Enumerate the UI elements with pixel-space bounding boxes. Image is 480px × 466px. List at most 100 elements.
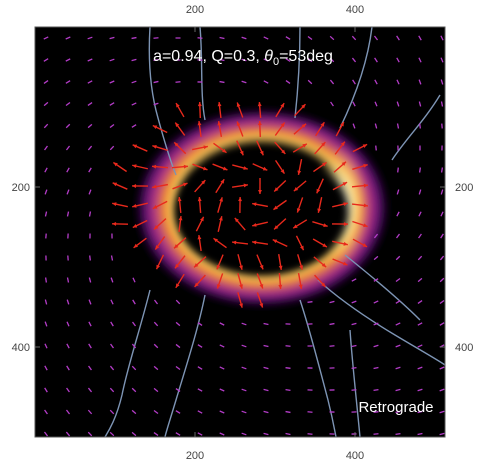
polarization-tick bbox=[109, 80, 115, 84]
polarization-tick bbox=[395, 432, 401, 436]
polarization-tick bbox=[88, 321, 92, 327]
polarization-tick bbox=[175, 81, 181, 83]
polarization-tick bbox=[241, 366, 247, 370]
polarization-tick bbox=[417, 277, 423, 283]
polarization-tick bbox=[285, 345, 291, 347]
polarization-arrow bbox=[177, 196, 182, 214]
polarization-tick bbox=[153, 80, 159, 84]
polarization-arrow bbox=[132, 219, 148, 229]
polarization-tick bbox=[65, 58, 71, 62]
polarization-arrow bbox=[275, 102, 285, 118]
polarization-tick bbox=[285, 388, 291, 392]
polarization-tick bbox=[241, 36, 247, 40]
polarization-tick bbox=[395, 344, 401, 348]
polarization-arrow bbox=[237, 292, 243, 308]
polarization-arrow bbox=[252, 202, 268, 208]
polarization-tick bbox=[329, 322, 335, 326]
polarization-tick bbox=[44, 167, 48, 173]
polarization-tick bbox=[440, 211, 444, 217]
polarization-arrow bbox=[297, 273, 303, 289]
polarization-tick bbox=[352, 123, 356, 129]
polarization-arrow bbox=[212, 163, 228, 171]
polarization-tick bbox=[197, 410, 203, 414]
polarization-tick bbox=[263, 388, 269, 392]
polarization-tick bbox=[131, 321, 137, 327]
polarization-tick bbox=[263, 58, 269, 62]
polarization-tick bbox=[418, 233, 422, 239]
polarization-arrow bbox=[153, 218, 167, 230]
y-tick-left-200: 200 bbox=[12, 182, 30, 194]
x-tick-bottom-400: 400 bbox=[346, 450, 364, 462]
polarization-arrow bbox=[216, 254, 224, 270]
polarization-tick bbox=[397, 167, 399, 173]
polarization-arrow bbox=[194, 179, 206, 193]
polarization-tick bbox=[329, 57, 335, 63]
polarization-tick bbox=[285, 432, 291, 436]
polarization-arrow bbox=[112, 182, 128, 190]
polarization-tick bbox=[175, 365, 181, 371]
polarization-tick bbox=[219, 432, 225, 436]
polarization-arrow bbox=[216, 273, 224, 289]
polarization-arrow bbox=[155, 254, 165, 270]
polarization-arrow bbox=[237, 254, 243, 270]
polarization-arrow bbox=[152, 124, 168, 134]
polarization-tick bbox=[175, 388, 181, 392]
polarization-tick bbox=[351, 322, 357, 326]
polarization-tick bbox=[153, 299, 159, 305]
polarization-tick bbox=[109, 58, 115, 62]
polarization-tick bbox=[131, 431, 137, 437]
polarization-tick bbox=[418, 211, 422, 217]
polarization-tick bbox=[197, 37, 203, 39]
polarization-arrow bbox=[257, 120, 262, 138]
polarization-tick bbox=[87, 102, 93, 106]
x-tick-top-200: 200 bbox=[186, 4, 204, 16]
polarization-arrow bbox=[272, 239, 288, 247]
polarization-arrow bbox=[234, 217, 246, 231]
polarization-tick bbox=[43, 80, 49, 84]
polarization-tick bbox=[440, 233, 444, 239]
polarization-tick bbox=[66, 277, 70, 283]
polarization-tick bbox=[131, 387, 137, 393]
streamline bbox=[317, 279, 445, 366]
streamline bbox=[148, 27, 177, 176]
polarization-arrow bbox=[132, 144, 148, 152]
polarization-arrow bbox=[171, 164, 189, 169]
polarization-tick bbox=[88, 167, 92, 173]
polarization-tick bbox=[439, 299, 445, 305]
polarization-arrow bbox=[292, 143, 308, 153]
polarization-tick bbox=[330, 101, 334, 107]
polarization-arrow bbox=[133, 237, 147, 249]
plot-frame bbox=[34, 26, 446, 438]
polarization-tick bbox=[396, 79, 400, 85]
polarization-tick bbox=[175, 321, 181, 327]
polarization-arrow bbox=[274, 122, 286, 136]
polarization-tick bbox=[65, 36, 71, 40]
polarization-tick bbox=[395, 322, 401, 326]
polarization-tick bbox=[373, 300, 379, 304]
polarization-arrow bbox=[175, 102, 185, 118]
x-tick-top-400: 400 bbox=[346, 4, 364, 16]
polarization-arrow bbox=[296, 197, 304, 213]
polarization-tick bbox=[419, 167, 421, 173]
polarization-tick bbox=[44, 365, 48, 371]
polarization-tick bbox=[374, 123, 378, 129]
polarization-arrow bbox=[352, 143, 368, 153]
polarization-tick bbox=[110, 255, 114, 261]
polarization-tick bbox=[66, 365, 70, 371]
polarization-arrow bbox=[197, 234, 202, 252]
polarization-tick bbox=[44, 299, 48, 305]
polarization-arrow bbox=[256, 140, 264, 156]
polarization-tick bbox=[153, 321, 159, 327]
polarization-arrow bbox=[256, 254, 264, 270]
polarization-arrow bbox=[273, 218, 287, 230]
polarization-tick bbox=[417, 432, 423, 436]
polarization-tick bbox=[175, 410, 181, 414]
polarization-arrow bbox=[236, 140, 244, 156]
polarization-tick bbox=[241, 432, 247, 436]
polarization-tick bbox=[66, 189, 70, 195]
polarization-tick bbox=[373, 233, 379, 239]
polarization-arrow bbox=[232, 164, 248, 170]
polarization-arrow bbox=[312, 221, 328, 228]
polarization-arrow bbox=[195, 216, 205, 232]
